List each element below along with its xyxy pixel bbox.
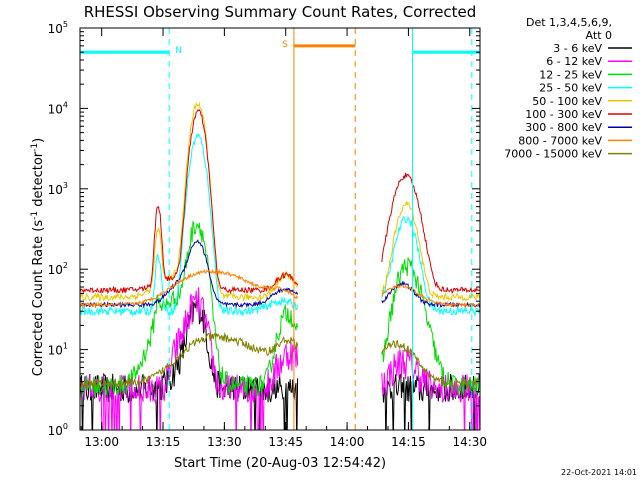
chart-title: RHESSI Observing Summary Count Rates, Co… — [84, 3, 477, 21]
x-axis-label: Start Time (20-Aug-03 12:54:42) — [174, 456, 386, 471]
y-tick-label-1: 100 — [48, 422, 68, 438]
x-tick-label-2: 13:15 — [146, 435, 181, 449]
legend-label-9: 7000 - 15000 keV — [504, 148, 602, 161]
axes: 13:00 13:15 13:30 13:45 14:00 14:15 14:30 100 10… — [48, 20, 487, 449]
legend-header-2: Att 0 — [586, 29, 612, 42]
legend-label-5: 50 - 100 keV — [532, 95, 602, 108]
series-line-5-segment-2 — [381, 201, 480, 302]
x-tick-label-4: 13:45 — [268, 435, 303, 449]
x-tick-label-3: 13:30 — [207, 435, 242, 449]
legend-label-2: 6 - 12 keV — [546, 55, 602, 68]
series-line-6-segment-2 — [381, 172, 480, 295]
y-tick-label-4: 103 — [48, 181, 68, 197]
series-4 — [80, 132, 480, 318]
series-line-8-segment-2 — [381, 283, 480, 309]
legend-label-3: 12 - 25 keV — [539, 68, 602, 81]
series-line-9-segment-1 — [80, 331, 299, 390]
series-3 — [80, 220, 480, 397]
series-line-7-segment-1 — [80, 239, 299, 309]
x-tick-label-1: 13:00 — [84, 435, 119, 449]
y-axis-label: Corrected Count Rate (s-1 detector-1) — [30, 138, 46, 376]
series-line-4-segment-2 — [381, 215, 480, 317]
flag-label-1: N — [175, 46, 182, 56]
series-line-2-segment-1 — [80, 287, 299, 430]
legend-header-1: Det 1,3,4,5,6,9, — [526, 16, 612, 29]
y-tick-label-5: 104 — [48, 100, 68, 116]
series-line-3-segment-2 — [381, 257, 480, 396]
legend-label-1: 3 - 6 keV — [553, 42, 602, 55]
y-tick-label-3: 102 — [48, 261, 68, 277]
flag-label-2: S — [282, 40, 288, 50]
x-tick-label-7: 14:30 — [452, 435, 487, 449]
series-line-6-segment-1 — [80, 109, 299, 295]
series-line-5-segment-1 — [80, 101, 298, 303]
plot-timestamp: 22-Oct-2021 14:01 — [561, 468, 637, 477]
series-line-4-segment-1 — [80, 132, 299, 318]
x-tick-label-6: 14:15 — [391, 435, 426, 449]
series-line-9-segment-2 — [381, 340, 480, 389]
y-tick-label-6: 105 — [48, 20, 68, 36]
y-tick-label-2: 101 — [48, 342, 68, 358]
plot-area: NS — [80, 28, 480, 430]
series-2 — [80, 287, 480, 430]
series-line-8-segment-1 — [80, 268, 299, 309]
legend-label-8: 800 - 7000 keV — [518, 134, 602, 147]
series-9 — [80, 331, 480, 390]
series-8 — [80, 268, 480, 309]
x-tick-label-5: 14:00 — [330, 435, 365, 449]
legend-label-7: 300 - 800 keV — [525, 121, 602, 134]
legend-label-6: 100 - 300 keV — [525, 108, 602, 121]
legend-label-4: 25 - 50 keV — [539, 82, 602, 95]
series-line-3-segment-1 — [80, 220, 299, 397]
series-line-2-segment-2 — [381, 348, 480, 430]
plot-frame — [79, 27, 481, 431]
series-6 — [80, 109, 480, 295]
series-5 — [80, 101, 480, 303]
